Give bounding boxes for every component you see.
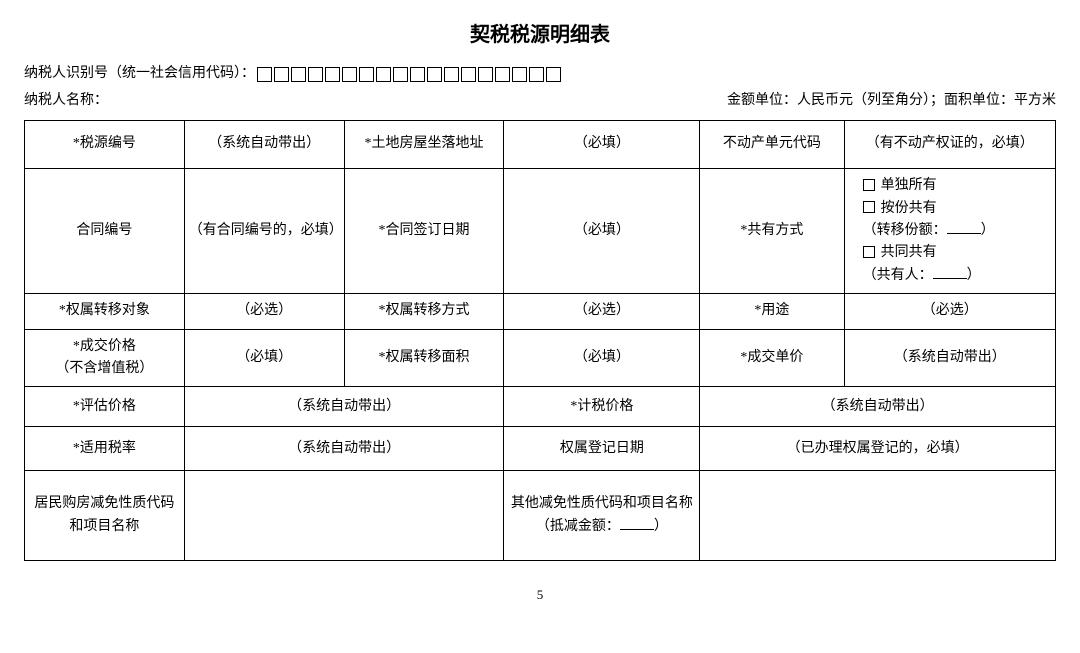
cell-reg-date: 权属登记日期 [504, 427, 700, 471]
cell-ownership-options: 单独所有 按份共有 （转移份额： ） 共同共有 （共有人： ） [844, 169, 1055, 294]
table-row: *适用税率 （系统自动带出） 权属登记日期 （已办理权属登记的，必填） [25, 427, 1056, 471]
checkbox-icon [863, 246, 875, 258]
id-box [376, 67, 391, 82]
taxpayer-id-label: 纳税人识别号（统一社会信用代码）： [24, 61, 255, 88]
id-box [274, 67, 289, 82]
id-box [512, 67, 527, 82]
cell-eval-price: *评估价格 [25, 387, 185, 427]
joint-paren-a: （共有人： [863, 268, 933, 283]
taxpayer-name-label: 纳税人名称： [24, 88, 108, 115]
id-box [461, 67, 476, 82]
table-row: *成交价格（不含增值税） （必填） *权属转移面积 （必填） *成交单价 （系统… [25, 329, 1056, 387]
id-box [546, 67, 561, 82]
opt-sole: 单独所有 [881, 178, 937, 193]
checkbox-icon [863, 201, 875, 213]
blank-line [933, 265, 967, 279]
share-paren-b: ） [981, 223, 995, 238]
cell-contract-required: （有合同编号的，必填） [184, 169, 344, 294]
opt-joint: 共同共有 [881, 245, 937, 260]
id-box [308, 67, 323, 82]
id-box [325, 67, 340, 82]
cell-empty [184, 471, 504, 561]
cell-transfer-area: *权属转移面积 [344, 329, 504, 387]
cell-required: （必填） [504, 329, 700, 387]
share-paren-a: （转移份额： [863, 223, 947, 238]
checkbox-icon [863, 179, 875, 191]
cell-auto: （系统自动带出） [700, 387, 1056, 427]
cell-tax-rate: *适用税率 [25, 427, 185, 471]
cell-unit-price: *成交单价 [700, 329, 844, 387]
table-row: 居民购房减免性质代码和项目名称 其他减免性质代码和项目名称 （抵减金额：） [25, 471, 1056, 561]
table-row: 合同编号 （有合同编号的，必填） *合同签订日期 （必填） *共有方式 单独所有… [25, 169, 1056, 294]
id-box [495, 67, 510, 82]
cell-reg-required: （已办理权属登记的，必填） [700, 427, 1056, 471]
table-row: *权属转移对象 （必选） *权属转移方式 （必选） *用途 （必选） [25, 294, 1056, 329]
taxpayer-id-boxes [257, 67, 563, 82]
cell-required: （必填） [504, 121, 700, 169]
opt-share: 按份共有 [881, 201, 937, 216]
blank-line [947, 220, 981, 234]
id-box [291, 67, 306, 82]
cell-deal-price: *成交价格（不含增值税） [25, 329, 185, 387]
cell-auto: （系统自动带出） [184, 387, 504, 427]
detail-table: *税源编号 （系统自动带出） *土地房屋坐落地址 （必填） 不动产单元代码 （有… [24, 120, 1056, 561]
cell-usage: *用途 [700, 294, 844, 329]
cell-sign-date: *合同签订日期 [344, 169, 504, 294]
joint-paren-b: ） [967, 268, 981, 283]
cell-auto: （系统自动带出） [184, 427, 504, 471]
page-number: 5 [24, 561, 1056, 603]
id-box [393, 67, 408, 82]
id-box [359, 67, 374, 82]
cell-required: （必填） [504, 169, 700, 294]
cell-empty [700, 471, 1056, 561]
cell-select: （必选） [844, 294, 1055, 329]
cell-auto: （系统自动带出） [184, 121, 344, 169]
id-box [410, 67, 425, 82]
cell-cert-required: （有不动产权证的，必填） [844, 121, 1055, 169]
header-row-2: 纳税人名称： 金额单位：人民币元（列至角分）；面积单位：平方米 [24, 88, 1056, 115]
cell-select: （必选） [504, 294, 700, 329]
header-block: 纳税人识别号（统一社会信用代码）： 纳税人名称： 金额单位：人民币元（列至角分）… [24, 61, 1056, 114]
cell-select: （必选） [184, 294, 344, 329]
cell-tax-source-no: *税源编号 [25, 121, 185, 169]
blank-line [620, 516, 654, 530]
unit-label: 金额单位：人民币元（列至角分）；面积单位：平方米 [727, 88, 1056, 115]
cell-resident-reduction: 居民购房减免性质代码和项目名称 [25, 471, 185, 561]
cell-ownership-mode: *共有方式 [700, 169, 844, 294]
cell-required: （必填） [184, 329, 344, 387]
cell-land-address: *土地房屋坐落地址 [344, 121, 504, 169]
table-row: *评估价格 （系统自动带出） *计税价格 （系统自动带出） [25, 387, 1056, 427]
id-box [478, 67, 493, 82]
form-title: 契税税源明细表 [24, 18, 1056, 47]
cell-transfer-method: *权属转移方式 [344, 294, 504, 329]
taxpayer-id-row: 纳税人识别号（统一社会信用代码）： [24, 61, 1056, 88]
id-box [529, 67, 544, 82]
id-box [342, 67, 357, 82]
id-box [444, 67, 459, 82]
cell-contract-no: 合同编号 [25, 169, 185, 294]
cell-tax-price: *计税价格 [504, 387, 700, 427]
cell-transfer-target: *权属转移对象 [25, 294, 185, 329]
id-box [257, 67, 272, 82]
cell-realestate-code: 不动产单元代码 [700, 121, 844, 169]
table-row: *税源编号 （系统自动带出） *土地房屋坐落地址 （必填） 不动产单元代码 （有… [25, 121, 1056, 169]
cell-other-reduction: 其他减免性质代码和项目名称 （抵减金额：） [504, 471, 700, 561]
id-box [427, 67, 442, 82]
cell-auto: （系统自动带出） [844, 329, 1055, 387]
